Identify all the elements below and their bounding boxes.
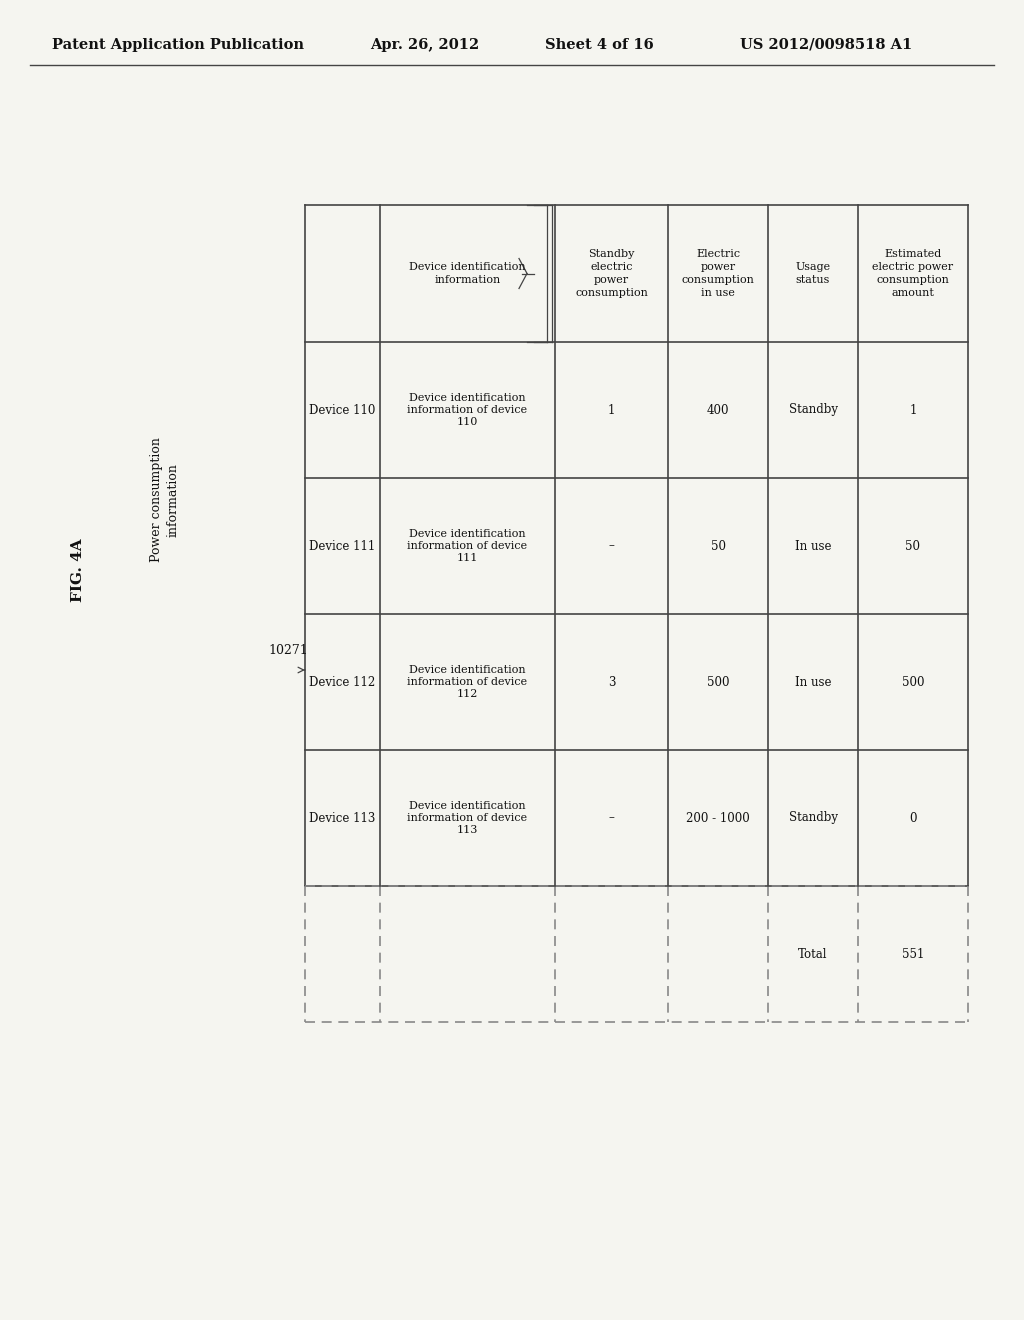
Text: Device 110: Device 110 xyxy=(309,404,376,417)
Text: 10271: 10271 xyxy=(268,644,308,656)
Text: Device identification
information of device
111: Device identification information of dev… xyxy=(408,528,527,564)
Text: Device 112: Device 112 xyxy=(309,676,376,689)
Text: 50: 50 xyxy=(711,540,725,553)
Text: Device 111: Device 111 xyxy=(309,540,376,553)
Text: 400: 400 xyxy=(707,404,729,417)
Text: Device 113: Device 113 xyxy=(309,812,376,825)
Text: 1: 1 xyxy=(909,404,916,417)
Text: 50: 50 xyxy=(905,540,921,553)
Text: 500: 500 xyxy=(902,676,925,689)
Text: Device identification
information: Device identification information xyxy=(410,263,525,285)
Text: Device identification
information of device
110: Device identification information of dev… xyxy=(408,392,527,428)
Text: US 2012/0098518 A1: US 2012/0098518 A1 xyxy=(740,38,912,51)
Text: Power consumption
information: Power consumption information xyxy=(150,437,180,562)
Text: 200 - 1000: 200 - 1000 xyxy=(686,812,750,825)
Text: Standby: Standby xyxy=(788,812,838,825)
Text: 551: 551 xyxy=(902,948,925,961)
Text: Standby
electric
power
consumption: Standby electric power consumption xyxy=(575,249,648,298)
Text: Total: Total xyxy=(799,948,827,961)
Text: Sheet 4 of 16: Sheet 4 of 16 xyxy=(545,38,653,51)
Text: Device identification
information of device
113: Device identification information of dev… xyxy=(408,801,527,836)
Text: Usage
status: Usage status xyxy=(796,263,830,285)
Text: 1: 1 xyxy=(608,404,615,417)
Text: In use: In use xyxy=(795,540,831,553)
Text: Apr. 26, 2012: Apr. 26, 2012 xyxy=(370,38,479,51)
Text: –: – xyxy=(608,540,614,553)
Text: 500: 500 xyxy=(707,676,729,689)
Text: –: – xyxy=(608,812,614,825)
Text: Electric
power
consumption
in use: Electric power consumption in use xyxy=(682,249,755,298)
Text: 3: 3 xyxy=(608,676,615,689)
Text: Standby: Standby xyxy=(788,404,838,417)
Text: Estimated
electric power
consumption
amount: Estimated electric power consumption amo… xyxy=(872,249,953,298)
Text: Patent Application Publication: Patent Application Publication xyxy=(52,38,304,51)
Text: FIG. 4A: FIG. 4A xyxy=(71,539,85,602)
Text: In use: In use xyxy=(795,676,831,689)
Text: Device identification
information of device
112: Device identification information of dev… xyxy=(408,664,527,700)
Text: 0: 0 xyxy=(909,812,916,825)
